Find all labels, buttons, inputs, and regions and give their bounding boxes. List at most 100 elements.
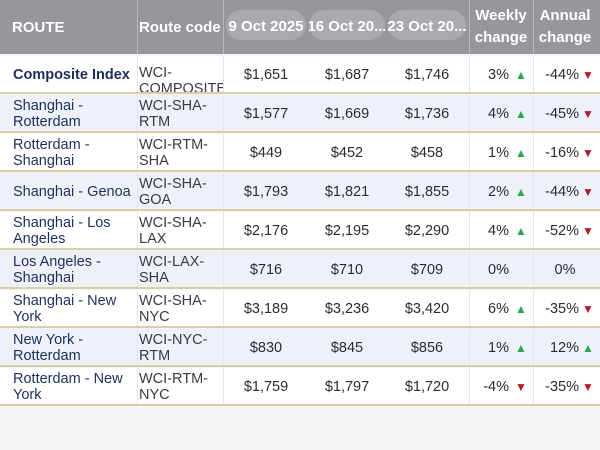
route-name: Rotterdam - New York [13,371,123,403]
weekly-change-value: 4% [488,106,509,122]
header-weekly-line2: change [474,29,528,46]
header-annual-line2: change [538,29,592,46]
down-triangle-icon: ▼ [515,380,527,394]
header-pill-d1 [226,10,306,40]
route-code: WCI-SHA-LAX [139,215,207,247]
route-name: New York - Rotterdam [13,332,84,364]
rate-date-2: $1,797 [324,379,370,395]
table-row[interactable]: Shanghai - Genoa WCI-SHA-GOA $1,793 $1,821 $… [0,173,600,211]
column-separator [223,251,224,289]
row-divider [0,365,600,367]
up-triangle-icon: ▲ [582,341,594,355]
column-separator [223,290,224,328]
up-triangle-icon: ▲ [515,302,527,316]
column-separator [223,56,224,94]
rate-date-2: $845 [330,340,364,356]
rate-date-3: $2,290 [404,223,450,239]
rate-date-1: $1,577 [243,106,289,122]
up-triangle-icon: ▲ [515,68,527,82]
column-separator [533,251,534,289]
down-triangle-icon: ▼ [582,146,594,160]
column-separator [137,56,138,94]
header-route[interactable]: ROUTE [12,18,65,36]
header-separator [137,0,138,54]
table-row[interactable]: Composite Index WCI-COMPOSITE $1,651 $1,687… [0,56,600,94]
header-separator [223,0,224,54]
weekly-change-value: -4% [483,379,509,395]
rate-date-1: $3,189 [243,301,289,317]
rate-date-3: $709 [410,262,444,278]
rate-date-1: $830 [249,340,283,356]
column-separator [469,95,470,133]
route-code: WCI-COMPOSITE [139,65,223,94]
up-triangle-icon: ▲ [515,146,527,160]
column-separator [469,368,470,406]
column-separator [469,56,470,94]
up-triangle-icon: ▲ [515,107,527,121]
column-separator [137,368,138,406]
table-row[interactable]: New York - Rotterdam WCI-NYC-RTM $830 $845 $… [0,329,600,367]
route-code: WCI-RTM-SHA [139,137,208,169]
row-divider [0,131,600,133]
rate-date-2: $1,687 [324,67,370,83]
row-divider [0,287,600,289]
column-separator [469,329,470,367]
annual-change-value: 0% [554,262,576,278]
column-separator [469,251,470,289]
annual-change-value: -45% [545,106,579,122]
table-row[interactable]: Rotterdam - New York WCI-RTM-NYC $1,759 $1,… [0,368,600,406]
table-row[interactable]: Shanghai - Los Angeles WCI-SHA-LAX $2,176 $… [0,212,600,250]
column-separator [533,56,534,94]
column-separator [137,134,138,172]
route-code: WCI-LAX-SHA [139,254,205,286]
row-divider [0,209,600,211]
table-row[interactable]: Los Angeles - Shanghai WCI-LAX-SHA $716 $71… [0,251,600,289]
table-row[interactable]: Shanghai - New York WCI-SHA-NYC $3,189 $3,2… [0,290,600,328]
header-weekly-change[interactable]: Weekly change [469,0,533,54]
column-separator [223,329,224,367]
column-separator [469,290,470,328]
table-header: ROUTE Route code 9 Oct 2025 16 Oct 20...… [0,0,600,54]
route-name: Shanghai - Rotterdam [13,98,84,130]
header-weekly-line1: Weekly [475,7,527,24]
down-triangle-icon: ▼ [582,185,594,199]
column-separator [469,212,470,250]
route-name: Composite Index [13,67,130,83]
route-name: Los Angeles - Shanghai [13,254,101,286]
route-code: WCI-SHA-RTM [139,98,207,130]
rate-date-3: $1,720 [404,379,450,395]
column-separator [533,329,534,367]
rate-date-1: $449 [249,145,283,161]
row-divider [0,404,600,406]
header-date-3[interactable]: 23 Oct 20... [388,18,466,35]
header-separator [533,0,534,54]
annual-change-value: -44% [545,67,579,83]
rate-date-1: $1,759 [243,379,289,395]
rate-date-2: $710 [330,262,364,278]
rate-date-3: $1,855 [404,184,450,200]
rate-date-3: $3,420 [404,301,450,317]
table-row[interactable]: Rotterdam - Shanghai WCI-RTM-SHA $449 $452 $… [0,134,600,172]
annual-change-value: -52% [545,223,579,239]
header-date-2[interactable]: 16 Oct 20... [309,18,385,35]
route-name: Shanghai - Los Angeles [13,215,111,247]
header-annual-change[interactable]: Annual change [533,0,597,54]
route-code: WCI-SHA-NYC [139,293,207,325]
header-date-1[interactable]: 9 Oct 2025 [228,18,304,35]
header-route-code[interactable]: Route code [139,18,221,36]
route-code: WCI-NYC-RTM [139,332,208,364]
annual-change-value: 12% [549,340,579,356]
column-separator [533,290,534,328]
row-divider [0,170,600,172]
up-triangle-icon: ▲ [515,185,527,199]
down-triangle-icon: ▼ [582,380,594,394]
down-triangle-icon: ▼ [582,68,594,82]
down-triangle-icon: ▼ [582,302,594,316]
rate-date-1: $2,176 [243,223,289,239]
weekly-change-value: 0% [488,262,509,278]
column-separator [223,134,224,172]
table-row[interactable]: Shanghai - Rotterdam WCI-SHA-RTM $1,577 $1,… [0,95,600,133]
column-separator [223,95,224,133]
weekly-change-value: 3% [488,67,509,83]
column-separator [137,212,138,250]
